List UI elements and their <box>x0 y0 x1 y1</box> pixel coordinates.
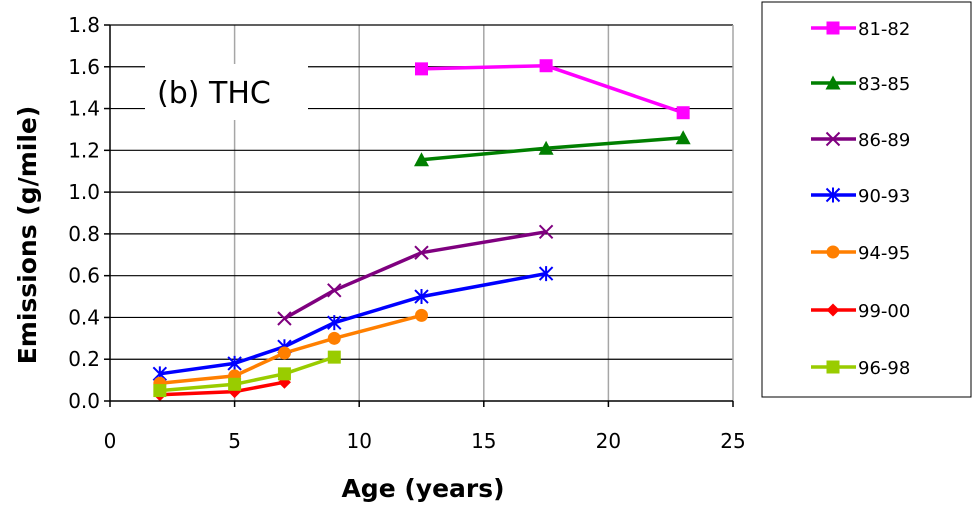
series-line-90-93 <box>159 271 547 376</box>
y-tick-label-1: 0.2 <box>68 347 100 371</box>
legend-marker-83-85 <box>825 75 841 90</box>
annotation-text: (b) THC <box>157 76 271 111</box>
x-tick-label-4: 20 <box>596 429 621 453</box>
legend-marker-90-93 <box>825 187 841 203</box>
x-tick-label-2: 10 <box>346 429 371 453</box>
legend-label-83-85: 83-85 <box>858 74 910 95</box>
gridlines <box>110 24 733 401</box>
y-tick-label-0: 0.0 <box>68 389 100 413</box>
legend-label-94-95: 94-95 <box>858 243 910 264</box>
x-tick-label-1: 5 <box>228 429 241 453</box>
point-83-85-1 <box>538 140 554 155</box>
point-86-89-0 <box>277 311 292 326</box>
legend-label-90-93: 90-93 <box>858 186 910 207</box>
point-96-98-2 <box>277 367 291 381</box>
point-96-98-1 <box>228 377 242 391</box>
legend-box <box>761 1 972 398</box>
point-96-98-3 <box>327 350 341 364</box>
point-90-93-1 <box>227 355 242 371</box>
point-81-82-1 <box>539 59 553 73</box>
tick-labels: 0.0 0.2 0.4 0.6 0.8 1.0 1.2 1.4 1.6 1.8 0 5 10 15 20 25 <box>68 13 746 453</box>
legend-marker-96-98 <box>826 360 840 374</box>
series-line-96-98 <box>159 355 335 393</box>
legend-label-86-89: 86-89 <box>858 130 910 151</box>
point-94-95-4 <box>415 308 428 322</box>
y-tick-label-3: 0.6 <box>68 264 100 288</box>
legend-marker-86-89 <box>825 131 841 147</box>
annotation-group: (b) THC <box>145 64 308 120</box>
y-tick-label-9: 1.8 <box>68 13 100 37</box>
axes <box>104 24 734 407</box>
point-81-82-2 <box>676 106 690 120</box>
point-86-89-3 <box>538 224 554 240</box>
x-axis-title: Age (years) <box>341 474 504 503</box>
point-90-93-5 <box>538 266 554 282</box>
y-tick-label-6: 1.2 <box>68 138 100 162</box>
x-tick-label-0: 0 <box>104 429 117 453</box>
legend-marker-81-82 <box>826 21 840 35</box>
point-83-85-0 <box>414 152 429 167</box>
y-tick-label-2: 0.4 <box>68 305 100 329</box>
series-markers <box>152 59 691 402</box>
legend-label-81-82: 81-82 <box>858 19 910 40</box>
legend: 81-82 83-85 86-89 90-93 94-95 99-00 96-98 <box>761 1 972 398</box>
y-tick-label-7: 1.4 <box>68 97 100 121</box>
point-94-95-3 <box>327 331 341 345</box>
y-tick-label-5: 1.0 <box>68 180 100 204</box>
x-tick-label-3: 15 <box>471 429 496 453</box>
annotation-box <box>145 64 308 120</box>
point-90-93-3 <box>327 315 342 331</box>
series-line-86-89 <box>283 230 547 321</box>
y-tick-label-8: 1.6 <box>68 55 100 79</box>
point-83-85-2 <box>675 130 691 145</box>
legend-label-99-00: 99-00 <box>858 301 910 322</box>
point-86-89-1 <box>327 283 342 298</box>
y-axis-title: Emissions (g/mile) <box>13 106 42 365</box>
legend-marker-94-95 <box>826 245 840 259</box>
legend-marker-99-00 <box>826 303 840 317</box>
point-90-93-4 <box>414 289 429 305</box>
y-tick-label-4: 0.8 <box>68 222 100 246</box>
point-94-95-2 <box>277 346 291 360</box>
point-96-98-0 <box>153 384 167 398</box>
legend-label-96-98: 96-98 <box>858 358 910 379</box>
point-86-89-2 <box>414 245 429 260</box>
point-81-82-0 <box>415 62 428 76</box>
x-tick-label-5: 25 <box>720 429 745 453</box>
